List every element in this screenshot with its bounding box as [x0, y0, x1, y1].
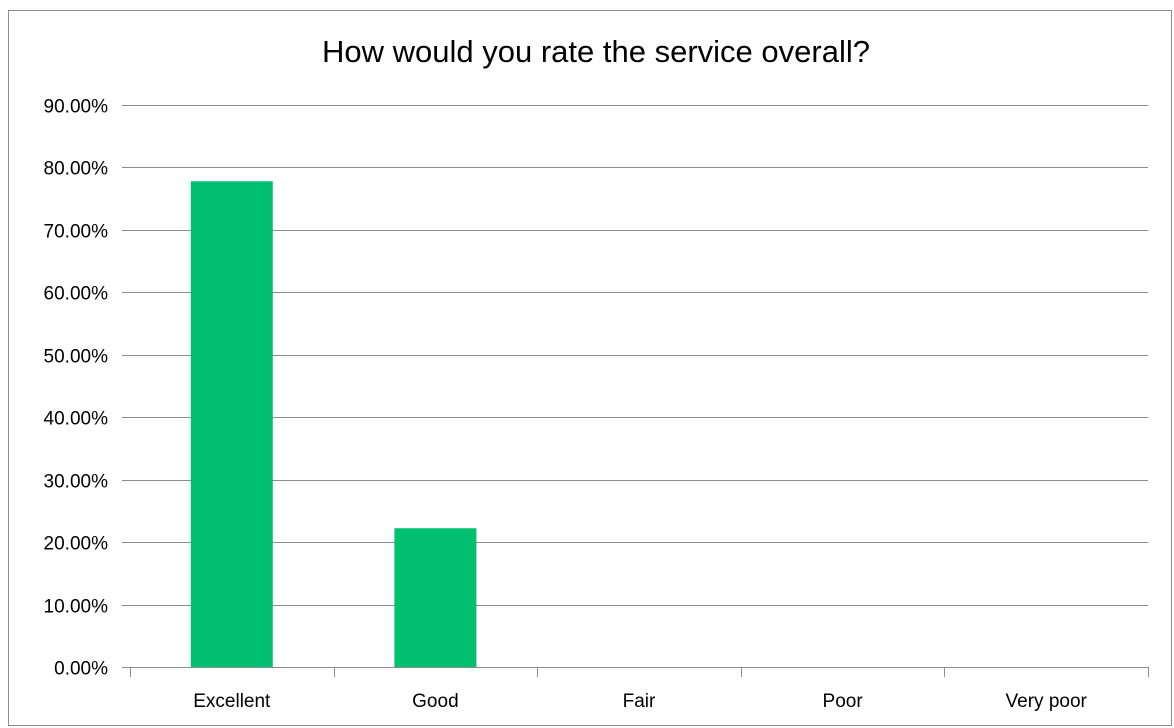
- y-tick-label: 20.00%: [44, 534, 109, 555]
- bars: [190, 181, 477, 667]
- y-tick-label: 60.00%: [44, 284, 109, 305]
- y-tick-label: 0.00%: [54, 659, 108, 680]
- y-tick-label: 40.00%: [44, 409, 109, 430]
- y-tick-label: 50.00%: [44, 347, 109, 368]
- chart-title: How would you rate the service overall?: [322, 34, 870, 69]
- x-category-label: Good: [412, 691, 458, 712]
- x-category-label: Fair: [623, 691, 656, 712]
- x-category-label: Excellent: [193, 691, 271, 712]
- bar-good: [394, 528, 477, 667]
- x-category-label: Poor: [823, 691, 864, 712]
- y-tick-label: 80.00%: [44, 159, 109, 180]
- y-axis-tick-labels: 0.00% 10.00% 20.00% 30.00% 40.00% 50.00% 60.00…: [44, 97, 109, 680]
- x-category-label: Very poor: [1006, 691, 1088, 712]
- y-tick-label: 90.00%: [44, 97, 109, 118]
- gridlines: [122, 105, 1148, 606]
- y-tick-label: 10.00%: [44, 597, 109, 618]
- x-axis-category-labels: Excellent Good Fair Poor Very poor: [193, 691, 1087, 712]
- x-axis: [122, 667, 1149, 677]
- bar-excellent: [190, 181, 273, 667]
- y-tick-label: 70.00%: [44, 222, 109, 243]
- y-tick-label: 30.00%: [44, 472, 109, 493]
